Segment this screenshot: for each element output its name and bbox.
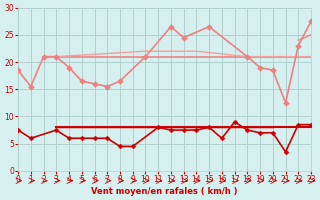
X-axis label: Vent moyen/en rafales ( km/h ): Vent moyen/en rafales ( km/h ) (91, 187, 238, 196)
